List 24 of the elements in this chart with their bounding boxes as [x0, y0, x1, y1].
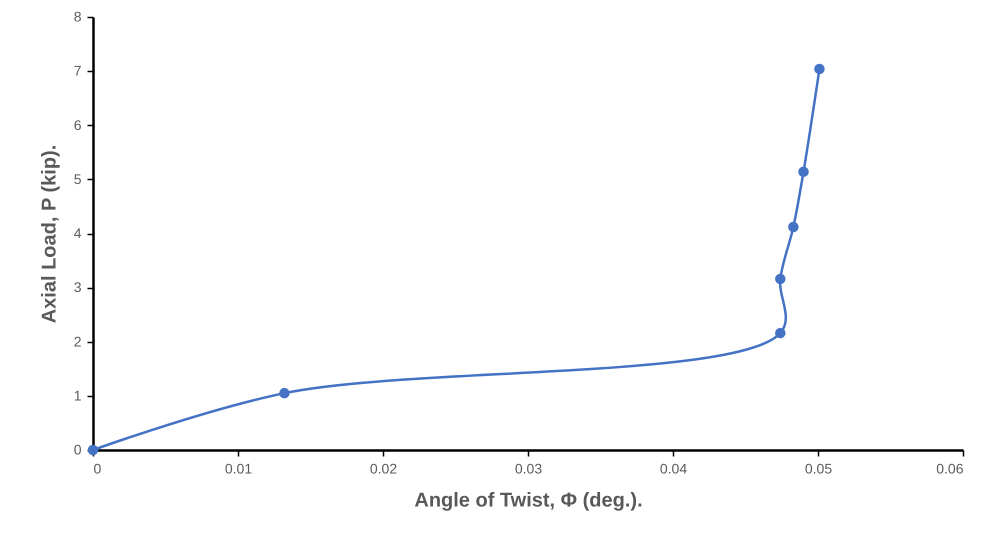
point [788, 222, 799, 232]
y-axis-title: Axial Load, P (kip). [38, 144, 61, 324]
y-tick-label: 6 [74, 116, 82, 133]
x-tick-label: 0.04 [660, 460, 688, 476]
point [798, 166, 809, 178]
y-tick-label: 3 [74, 279, 82, 296]
point [279, 388, 290, 398]
y-tick-label: 0 [74, 442, 82, 458]
y-tick-label: 1 [74, 387, 82, 404]
x-axis-title: Angle of Twist, Φ (deg.). [414, 490, 643, 512]
x-tick-label: 0 [94, 460, 102, 476]
x-tick-label: 0.01 [224, 460, 252, 476]
x-tick-label: 0.06 [936, 460, 964, 476]
y-tick-label: 2 [74, 333, 82, 350]
y-tick-label: 7 [74, 62, 82, 79]
point [775, 274, 786, 284]
x-tick-label: 0.02 [370, 460, 398, 476]
x-tick-label: 0.05 [804, 460, 832, 476]
y-tick-label: 5 [74, 170, 82, 187]
y-tick-label: 8 [74, 8, 82, 24]
y-tick-label: 4 [74, 225, 82, 241]
x-tick-label: 0.03 [514, 460, 542, 476]
point [775, 328, 786, 338]
point [814, 64, 825, 74]
